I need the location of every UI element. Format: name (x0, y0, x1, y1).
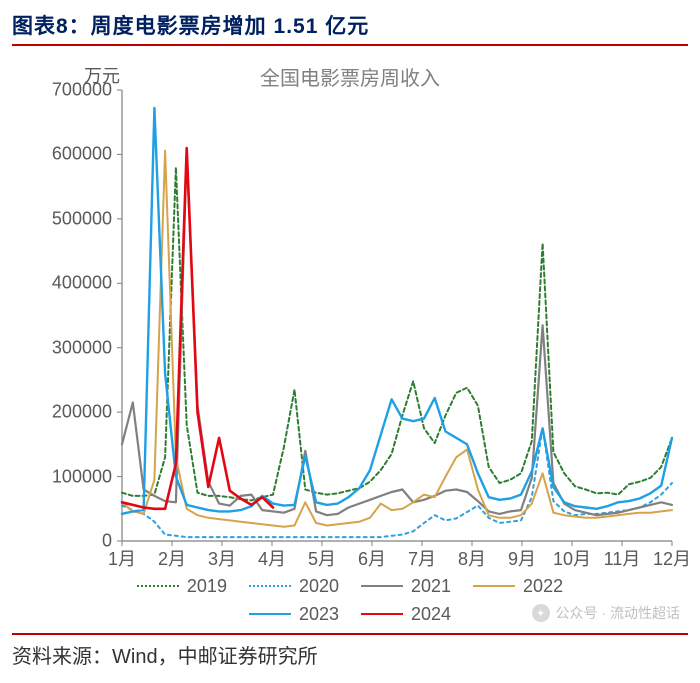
x-tick-label: 7月 (408, 545, 436, 571)
source-text: 资料来源：Wind，中邮证券研究所 (12, 640, 318, 669)
figure: 图表8：周度电影票房增加 1.51 亿元 万元 全国电影票房周收入 010000… (0, 0, 700, 683)
x-tick-label: 5月 (308, 545, 336, 571)
legend-label: 2021 (411, 576, 451, 597)
legend-swatch (473, 585, 515, 587)
wechat-icon: ✦ (532, 604, 550, 622)
legend-item: 2019 (137, 576, 227, 597)
x-tick-label: 3月 (208, 545, 236, 571)
series-2020 (122, 428, 672, 537)
legend-label: 2022 (523, 576, 563, 597)
x-tick-label: 10月 (553, 545, 591, 571)
legend-swatch (249, 613, 291, 615)
divider-bottom (12, 633, 688, 635)
legend-label: 2024 (411, 604, 451, 625)
x-tick-label: 12月 (653, 545, 691, 571)
x-tick-label: 11月 (604, 545, 641, 571)
x-tick-label: 1月 (108, 545, 136, 571)
legend-swatch (249, 585, 291, 587)
plot-svg (28, 84, 678, 547)
legend-swatch (361, 585, 403, 587)
plot: 0100000200000300000400000500000600000700… (28, 84, 678, 547)
legend-swatch (137, 585, 179, 587)
watermark: ✦ 公众号 · 流动性超话 (532, 603, 680, 623)
watermark-text: 公众号 · 流动性超话 (556, 603, 680, 623)
legend-label: 2019 (187, 576, 227, 597)
x-tick-label: 9月 (508, 545, 536, 571)
legend-item: 2020 (249, 576, 339, 597)
legend-item: 2021 (361, 576, 451, 597)
legend-item: 2023 (249, 604, 339, 625)
x-tick-label: 4月 (258, 545, 286, 571)
divider-top (12, 44, 688, 46)
legend-item: 2024 (361, 604, 451, 625)
series-2022 (122, 151, 672, 527)
x-tick-label: 2月 (158, 545, 186, 571)
chart-area: 万元 全国电影票房周收入 010000020000030000040000050… (12, 56, 688, 627)
legend-label: 2023 (299, 604, 339, 625)
x-tick-label: 6月 (358, 545, 386, 571)
x-tick-label: 8月 (458, 545, 486, 571)
legend-label: 2020 (299, 576, 339, 597)
legend-swatch (361, 613, 403, 615)
figure-title: 图表8：周度电影票房增加 1.51 亿元 (12, 10, 369, 40)
legend-item: 2022 (473, 576, 563, 597)
